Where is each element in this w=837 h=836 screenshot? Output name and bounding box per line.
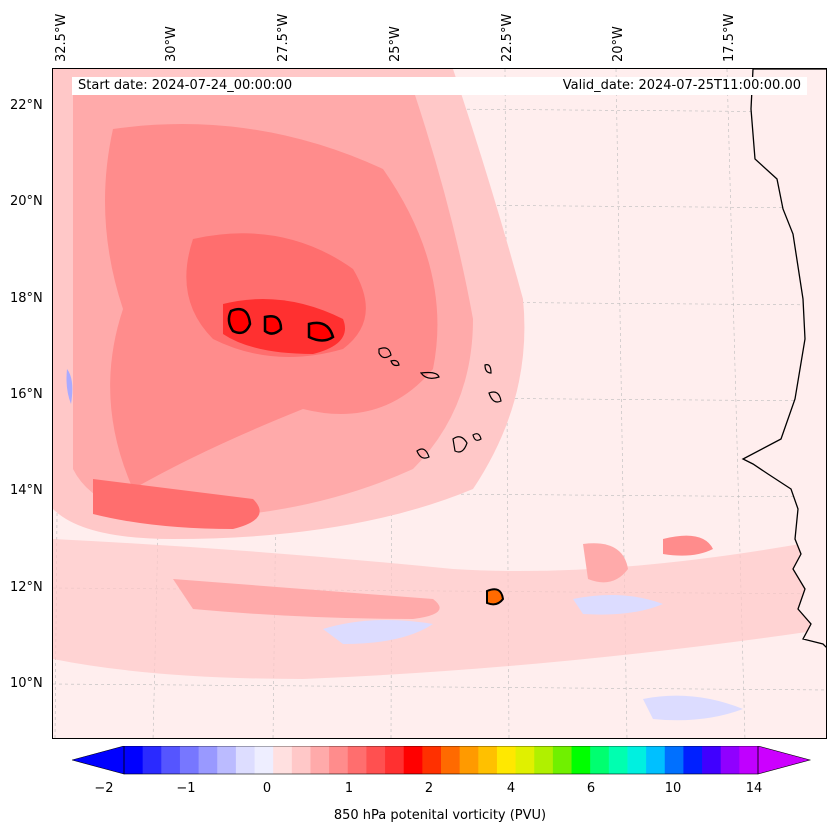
lon-label-17.5W: 17.5°W [722, 13, 737, 62]
pv-blob-east [583, 543, 628, 583]
colorbar [72, 746, 812, 775]
pv-band-south [53, 539, 826, 679]
colorbar-cell [273, 746, 293, 774]
lat-label-22N: 22°N [10, 98, 43, 113]
colorbar-cells [124, 746, 759, 774]
colorbar-cell [124, 746, 144, 774]
colorbar-cell [198, 746, 218, 774]
lat-label-20N: 20°N [10, 194, 43, 209]
colorbar-cell [347, 746, 367, 774]
pv-region-strong [93, 479, 260, 529]
lat-label-16N: 16°N [10, 387, 43, 402]
colorbar-cell [217, 746, 237, 774]
colorbar-outline [123, 746, 759, 775]
colorbar-tick: 4 [506, 781, 516, 796]
colorbar-cell [254, 746, 274, 774]
colorbar-cell [235, 746, 256, 774]
pv-negative-patch [573, 595, 663, 615]
colorbar-label: 850 hPa potenital vorticity (PVU) [333, 808, 547, 823]
colorbar-tick: 10 [664, 781, 682, 796]
colorbar-tick: 1 [344, 781, 354, 796]
colorbar-cell [534, 746, 554, 774]
colorbar-cell [478, 746, 498, 774]
island [452, 436, 468, 453]
colorbar-cell [179, 746, 200, 774]
colorbar-cell [608, 746, 628, 774]
colorbar-cell [403, 746, 423, 774]
map-frame[interactable] [52, 68, 827, 739]
island [419, 371, 440, 379]
lat-label-14N: 14°N [10, 483, 43, 498]
tropical-vortex [486, 588, 505, 606]
lat-label-10N: 10°N [10, 676, 43, 691]
lon-label-32.5W: 32.5°W [54, 13, 69, 62]
colorbar-tick: 14 [745, 781, 763, 796]
colorbar-cell [646, 746, 666, 774]
colorbar-arrow-left [72, 746, 125, 775]
colorbar-tick: −2 [94, 781, 114, 796]
island [390, 359, 400, 367]
lat-label-18N: 18°N [10, 291, 43, 306]
pv-blob-east [663, 535, 713, 556]
start-date: Start date: 2024-07-24_00:00:00 [78, 78, 293, 93]
pv-field-map [53, 69, 826, 738]
vortex-cluster [227, 307, 335, 342]
pv-negative-patch [643, 695, 743, 721]
island [472, 433, 482, 441]
gridline-lat [53, 683, 826, 691]
colorbar-cell [385, 746, 405, 774]
colorbar-tick: 6 [586, 781, 596, 796]
colorbar-cell [161, 746, 181, 774]
lon-label-27.5W: 27.5°W [276, 13, 291, 62]
colorbar-tick: −1 [176, 781, 196, 796]
colorbar-cell [552, 746, 573, 774]
lon-label-30W: 30°W [164, 26, 179, 62]
colorbar-cell [459, 746, 479, 774]
valid-date: Valid_date: 2024-07-25T11:00:00.00 [562, 78, 801, 93]
colorbar-cell [329, 746, 349, 774]
colorbar-cell [310, 746, 330, 774]
cape-verde-islands [378, 347, 502, 459]
colorbar-tick: 2 [424, 781, 434, 796]
colorbar-cell [571, 746, 591, 774]
colorbar-cell [590, 746, 610, 774]
colorbar-cell [291, 746, 311, 774]
colorbar-cell [142, 746, 162, 774]
colorbar-cell [739, 746, 759, 774]
island [488, 391, 502, 403]
island [416, 448, 430, 459]
colorbar-cell [441, 746, 461, 774]
colorbar-cell [496, 746, 517, 774]
vortex [307, 321, 335, 342]
date-header: Start date: 2024-07-24_00:00:00 Valid_da… [72, 77, 807, 95]
colorbar-cell [683, 746, 703, 774]
colorbar-arrow-right [757, 746, 812, 775]
lat-label-12N: 12°N [10, 580, 43, 595]
vortex [227, 307, 252, 335]
lon-label-25W: 25°W [388, 26, 403, 62]
island [378, 347, 392, 359]
lon-label-20W: 20°W [611, 26, 626, 62]
pv-negative-patch [323, 620, 433, 644]
pv-band-south [173, 579, 440, 619]
colorbar-tick: 0 [262, 781, 272, 796]
colorbar-cell [515, 746, 535, 774]
island [484, 364, 492, 374]
colorbar-cell [664, 746, 684, 774]
vortex [263, 315, 283, 335]
colorbar-cell [366, 746, 386, 774]
colorbar-cell [627, 746, 647, 774]
pv-negative-patch [66, 369, 73, 404]
colorbar-cell [720, 746, 740, 774]
colorbar-cell [702, 746, 722, 774]
lon-label-22.5W: 22.5°W [500, 13, 515, 62]
colorbar-cell [422, 746, 442, 774]
africa-coastline [741, 69, 826, 648]
